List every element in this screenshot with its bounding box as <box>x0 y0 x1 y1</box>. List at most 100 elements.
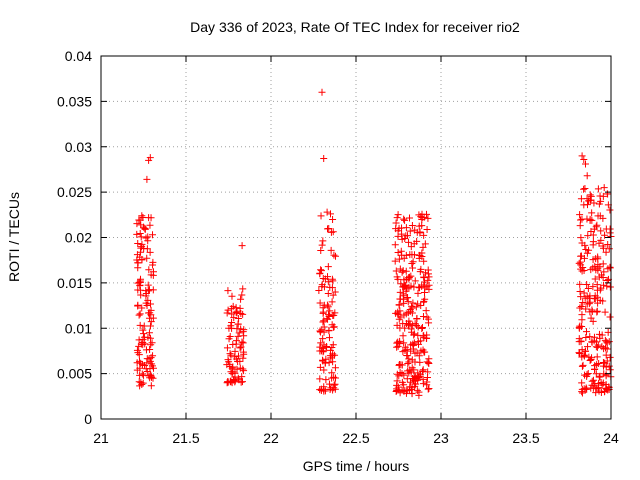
data-point <box>408 364 416 372</box>
data-point <box>402 251 410 259</box>
data-point <box>319 237 327 245</box>
data-point <box>577 293 585 301</box>
data-point <box>404 359 412 367</box>
data-point <box>133 346 141 354</box>
data-point <box>593 293 601 301</box>
data-point <box>318 283 326 291</box>
data-point <box>398 235 406 243</box>
data-point <box>224 287 232 295</box>
data-point <box>417 265 425 273</box>
data-point <box>400 381 408 389</box>
data-point <box>234 332 242 340</box>
data-point <box>414 323 422 331</box>
data-point <box>330 323 338 331</box>
data-point <box>421 348 429 356</box>
data-point <box>402 224 410 232</box>
data-point <box>149 352 157 360</box>
data-point <box>606 353 614 361</box>
data-point <box>136 364 144 372</box>
data-point <box>578 239 586 247</box>
data-point <box>585 353 593 361</box>
data-point <box>578 362 586 370</box>
data-point <box>423 373 431 381</box>
data-point <box>604 240 612 248</box>
data-point <box>316 299 324 307</box>
data-point <box>391 241 399 249</box>
data-point <box>601 359 609 367</box>
data-point <box>320 317 328 325</box>
data-point <box>402 267 410 275</box>
data-point <box>329 358 337 366</box>
data-point <box>407 368 415 376</box>
data-point <box>237 378 245 386</box>
data-point <box>592 370 600 378</box>
data-point <box>316 375 324 383</box>
data-point <box>133 251 141 259</box>
data-point <box>583 293 591 301</box>
data-point <box>392 267 400 275</box>
data-point <box>398 268 406 276</box>
data-point <box>403 351 411 359</box>
data-point <box>410 339 418 347</box>
data-point <box>596 372 604 380</box>
data-point <box>580 351 588 359</box>
data-point <box>145 329 153 337</box>
data-point <box>324 315 332 323</box>
data-point <box>147 300 155 308</box>
data-point <box>406 307 414 315</box>
data-point <box>393 273 401 281</box>
data-point <box>602 363 610 371</box>
data-point <box>580 201 588 209</box>
data-point <box>425 285 433 293</box>
data-point <box>598 271 606 279</box>
data-point <box>325 225 333 233</box>
data-point <box>594 299 602 307</box>
data-point <box>597 227 605 235</box>
data-point <box>145 372 153 380</box>
data-point <box>419 312 427 320</box>
data-point <box>601 231 609 239</box>
data-point <box>594 384 602 392</box>
data-points <box>133 88 615 399</box>
data-point <box>425 273 433 281</box>
data-point <box>419 380 427 388</box>
data-point <box>424 315 432 323</box>
y-tick-label: 0.025 <box>57 184 92 200</box>
data-point <box>579 361 587 369</box>
data-point <box>596 212 604 220</box>
data-point <box>576 211 584 219</box>
y-tick-label: 0.04 <box>65 48 92 64</box>
data-point <box>228 319 236 327</box>
data-point <box>424 359 432 367</box>
data-point <box>587 192 595 200</box>
data-point <box>149 374 157 382</box>
data-point <box>331 364 339 372</box>
data-point <box>407 347 415 355</box>
data-point <box>319 308 327 316</box>
x-tick-label: 23.5 <box>512 430 539 446</box>
grid-lines <box>101 56 611 419</box>
data-point <box>329 277 337 285</box>
data-point <box>424 270 432 278</box>
data-point <box>147 354 155 362</box>
data-point <box>223 309 231 317</box>
data-point <box>582 160 589 168</box>
data-point <box>137 221 145 229</box>
data-point <box>583 281 591 289</box>
data-point <box>396 307 404 315</box>
data-point <box>391 257 399 265</box>
data-point <box>600 345 608 353</box>
data-point <box>396 295 404 303</box>
data-point <box>235 329 243 337</box>
data-point <box>404 293 412 301</box>
data-point <box>143 245 151 253</box>
data-point <box>146 154 154 162</box>
data-point <box>415 352 423 360</box>
data-point <box>606 225 614 233</box>
data-point <box>423 378 431 386</box>
data-point <box>577 216 585 224</box>
data-point <box>595 359 603 367</box>
data-point <box>138 381 146 389</box>
data-point <box>593 281 601 289</box>
data-point <box>413 387 421 395</box>
